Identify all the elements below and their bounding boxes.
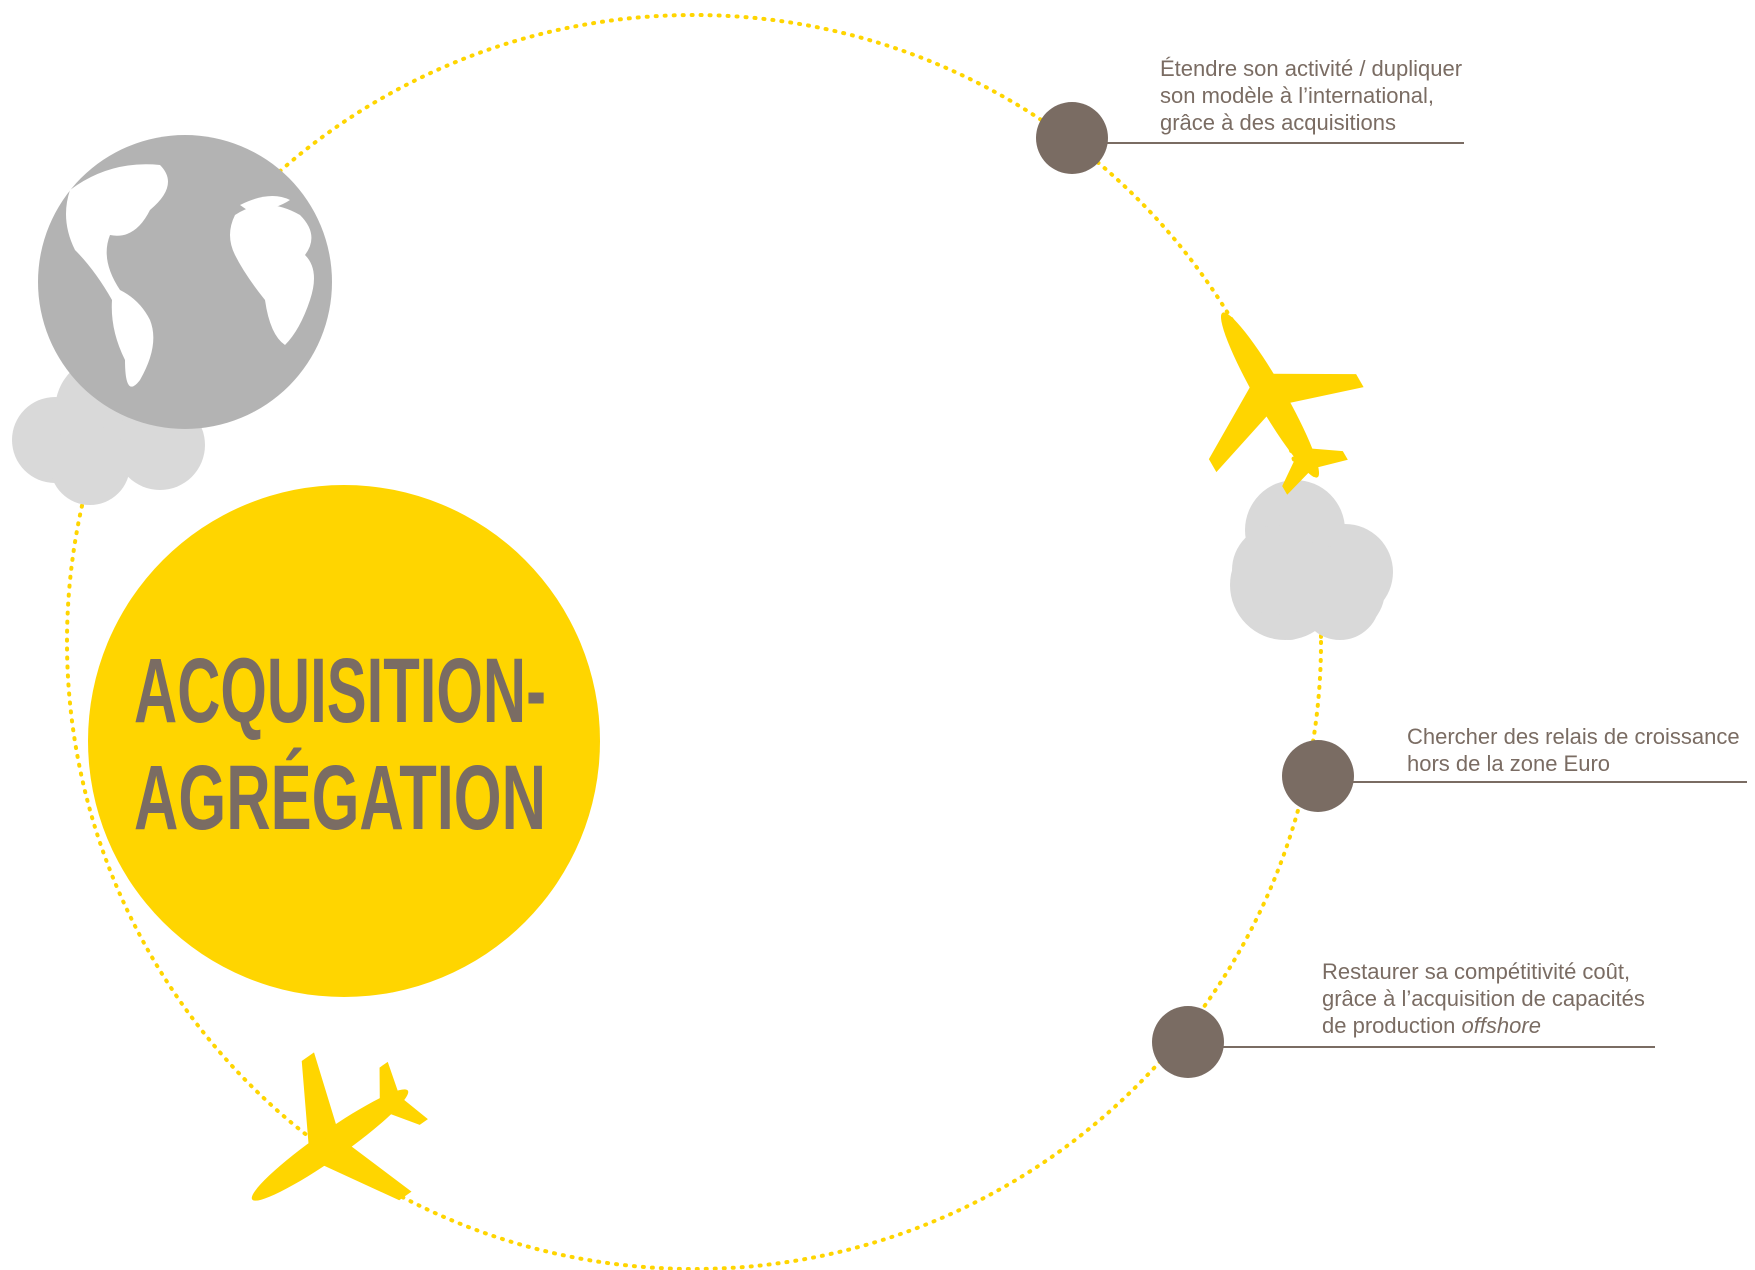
- title: ACQUISITION-: [134, 640, 546, 742]
- item-text: son modèle à l’international,: [1160, 83, 1434, 108]
- item: Chercher des relais de croissance hors d…: [1282, 724, 1747, 812]
- item-text: de production: [1322, 1013, 1455, 1038]
- item-text: hors de la zone Euro: [1407, 751, 1610, 776]
- globe: [38, 135, 332, 429]
- plane: [251, 1052, 428, 1201]
- cloud: [1230, 480, 1393, 640]
- item-emphasis: offshore: [1461, 1013, 1541, 1038]
- item-text: grâce à l’acquisition de capacités: [1322, 986, 1645, 1011]
- dot: [1036, 102, 1108, 174]
- item-text: Restaurer sa compétitivité coût,: [1322, 959, 1630, 984]
- item-text: de production offshore: [1322, 1013, 1541, 1038]
- title: AGRÉGATION: [134, 746, 546, 849]
- dot: [1152, 1006, 1224, 1078]
- item-text: grâce à des acquisitions: [1160, 110, 1396, 135]
- center-circle: [88, 485, 600, 997]
- item-text: Étendre son activité / dupliquer: [1160, 56, 1462, 81]
- plane: [1208, 312, 1364, 495]
- item-text: Chercher des relais de croissance: [1407, 724, 1740, 749]
- orbit: [65, 13, 1323, 1270]
- item: Restaurer sa compétitivité coût, grâce à…: [1152, 959, 1655, 1078]
- dot: [1282, 740, 1354, 812]
- item: Étendre son activité / dupliquer son mod…: [1036, 56, 1464, 174]
